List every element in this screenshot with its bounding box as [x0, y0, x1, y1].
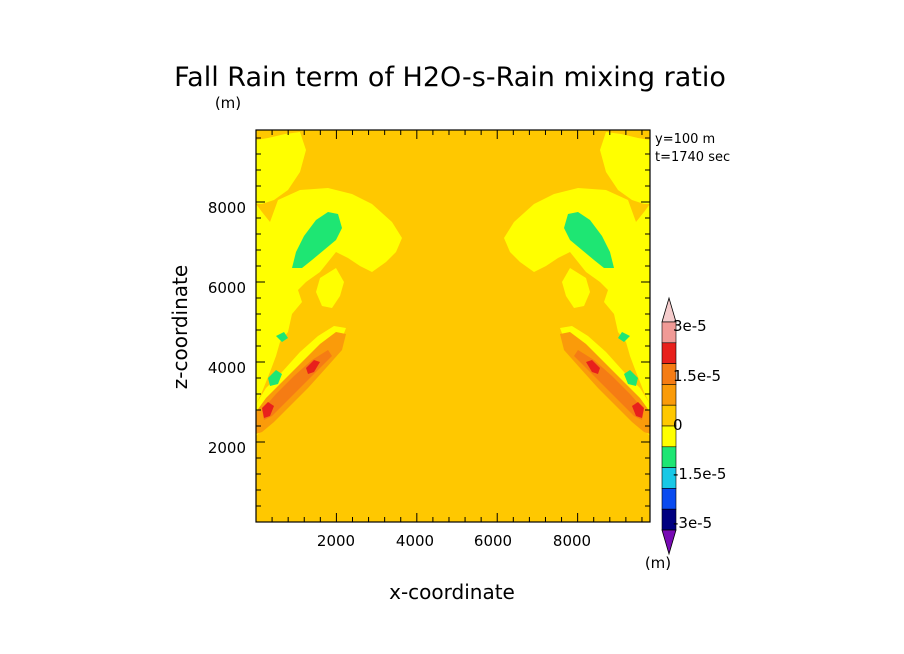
- region-green-left-3: [276, 332, 288, 342]
- x-tick-label: 6000: [474, 532, 512, 550]
- colorbar-label: -1.5e-5: [673, 465, 726, 483]
- plot-frame: [255, 129, 651, 523]
- field-left: [256, 132, 402, 436]
- region-positive-peak-left-2: [306, 360, 320, 374]
- x-tick-label: 2000: [317, 532, 355, 550]
- region-positive-peak-right-2: [586, 360, 600, 374]
- x-tick-label: 8000: [553, 532, 591, 550]
- annotation-t: t=1740 sec: [655, 150, 730, 165]
- colorbar-label: -3e-5: [673, 514, 712, 532]
- field-background: [256, 130, 650, 522]
- colorbar-label: 3e-5: [673, 317, 707, 335]
- y-tick-label: 2000: [208, 439, 246, 457]
- x-tick-label: 4000: [396, 532, 434, 550]
- region-negative-right-inner: [562, 268, 590, 308]
- colorbar-box: [661, 384, 677, 406]
- y-tick-label: 4000: [208, 359, 246, 377]
- colorbar-label: 0: [673, 416, 683, 434]
- region-negative-right-wing: [504, 188, 650, 404]
- region-positive-peak-left: [262, 402, 274, 418]
- x-axis-label: x-coordinate: [389, 580, 515, 604]
- y-axis-label: z-coordinate: [168, 265, 192, 389]
- x-tick-labels: 2000 4000 6000 8000: [317, 532, 591, 550]
- region-negative-left-wing: [256, 188, 402, 404]
- region-negative-left-top: [256, 132, 306, 204]
- colorbar-labels: 3e-5 1.5e-5 0 -1.5e-5 -3e-5: [673, 317, 726, 532]
- region-green-right-1: [564, 212, 614, 268]
- y-tick-labels: 2000 4000 6000 8000: [208, 199, 246, 457]
- colorbar-unit: (m): [645, 554, 671, 572]
- plot-area: [255, 129, 651, 523]
- y-tick-label: 6000: [208, 279, 246, 297]
- chart-title: Fall Rain term of H2O-s-Rain mixing rati…: [174, 62, 726, 93]
- region-green-left-1: [292, 212, 342, 268]
- y-tick-label: 8000: [208, 199, 246, 217]
- colorbar-box: [661, 342, 677, 364]
- axis-ticks: [256, 130, 650, 522]
- region-negative-left-small: [264, 222, 282, 244]
- colorbar-label: 1.5e-5: [673, 367, 721, 385]
- region-negative-right-small: [624, 222, 642, 244]
- region-green-right-3: [618, 332, 630, 342]
- region-green-left-2: [268, 370, 282, 386]
- annotation-y: y=100 m: [655, 132, 715, 147]
- region-negative-left-inner: [316, 268, 344, 308]
- colorbar-box: [661, 488, 677, 510]
- colorbar-arrow-bottom: [661, 529, 677, 556]
- colorbar: [661, 296, 677, 556]
- region-negative-right-top: [600, 132, 650, 204]
- field-right: [504, 132, 650, 436]
- title-unit: (m): [215, 94, 241, 112]
- region-green-right-2: [624, 370, 638, 386]
- region-positive-peak-right: [632, 402, 644, 418]
